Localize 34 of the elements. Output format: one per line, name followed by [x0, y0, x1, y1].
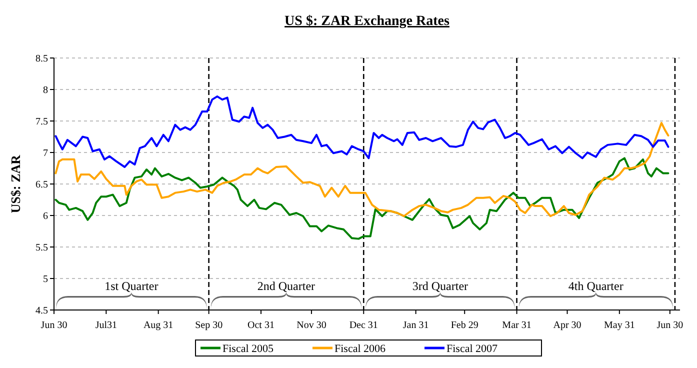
y-tick-label: 5.5 — [36, 242, 48, 254]
legend-label: Fiscal 2005 — [222, 343, 274, 355]
legend-label: Fiscal 2007 — [446, 343, 498, 355]
x-tick-label: Jun 30 — [40, 320, 68, 331]
x-tick-label: May 31 — [604, 320, 635, 331]
x-tick-label: Jan 31 — [402, 320, 429, 331]
y-tick-label: 5 — [43, 274, 48, 285]
y-tick-label: 4.5 — [36, 306, 48, 316]
x-tick-label: Aug 31 — [143, 320, 174, 331]
y-tick-label: 7 — [43, 148, 48, 159]
x-tick-label: Dec 31 — [349, 320, 378, 331]
x-tick-label: Oct 31 — [248, 320, 274, 331]
legend-label: Fiscal 2006 — [334, 343, 386, 355]
chart-title: US $: ZAR Exchange Rates — [284, 14, 450, 29]
line-series — [54, 122, 670, 218]
y-tick-label: 6.5 — [36, 180, 48, 190]
x-tick-label: Sep 30 — [195, 320, 223, 331]
line-series — [54, 157, 670, 240]
line-series — [54, 95, 670, 168]
y-axis-title: US$: ZAR — [8, 154, 23, 214]
y-tick-label: 8 — [43, 85, 48, 96]
x-tick-label: Apr 30 — [553, 320, 582, 331]
y-tick-label: 6 — [43, 211, 48, 222]
x-tick-label: Mar 31 — [502, 320, 532, 331]
y-tick-label: 8.5 — [36, 54, 48, 64]
x-tick-label: Feb 29 — [450, 320, 478, 331]
annotation: 1st Quarter — [104, 279, 158, 293]
annotation: 3rd Quarter — [412, 279, 468, 293]
x-tick-label: Jun 30 — [656, 320, 684, 331]
annotation: 2nd Quarter — [257, 279, 316, 293]
x-tick-label: Nov 30 — [296, 320, 326, 331]
y-tick-label: 7.5 — [36, 116, 48, 128]
annotation: 4th Quarter — [568, 279, 624, 293]
x-tick-label: Jul31 — [95, 320, 118, 331]
